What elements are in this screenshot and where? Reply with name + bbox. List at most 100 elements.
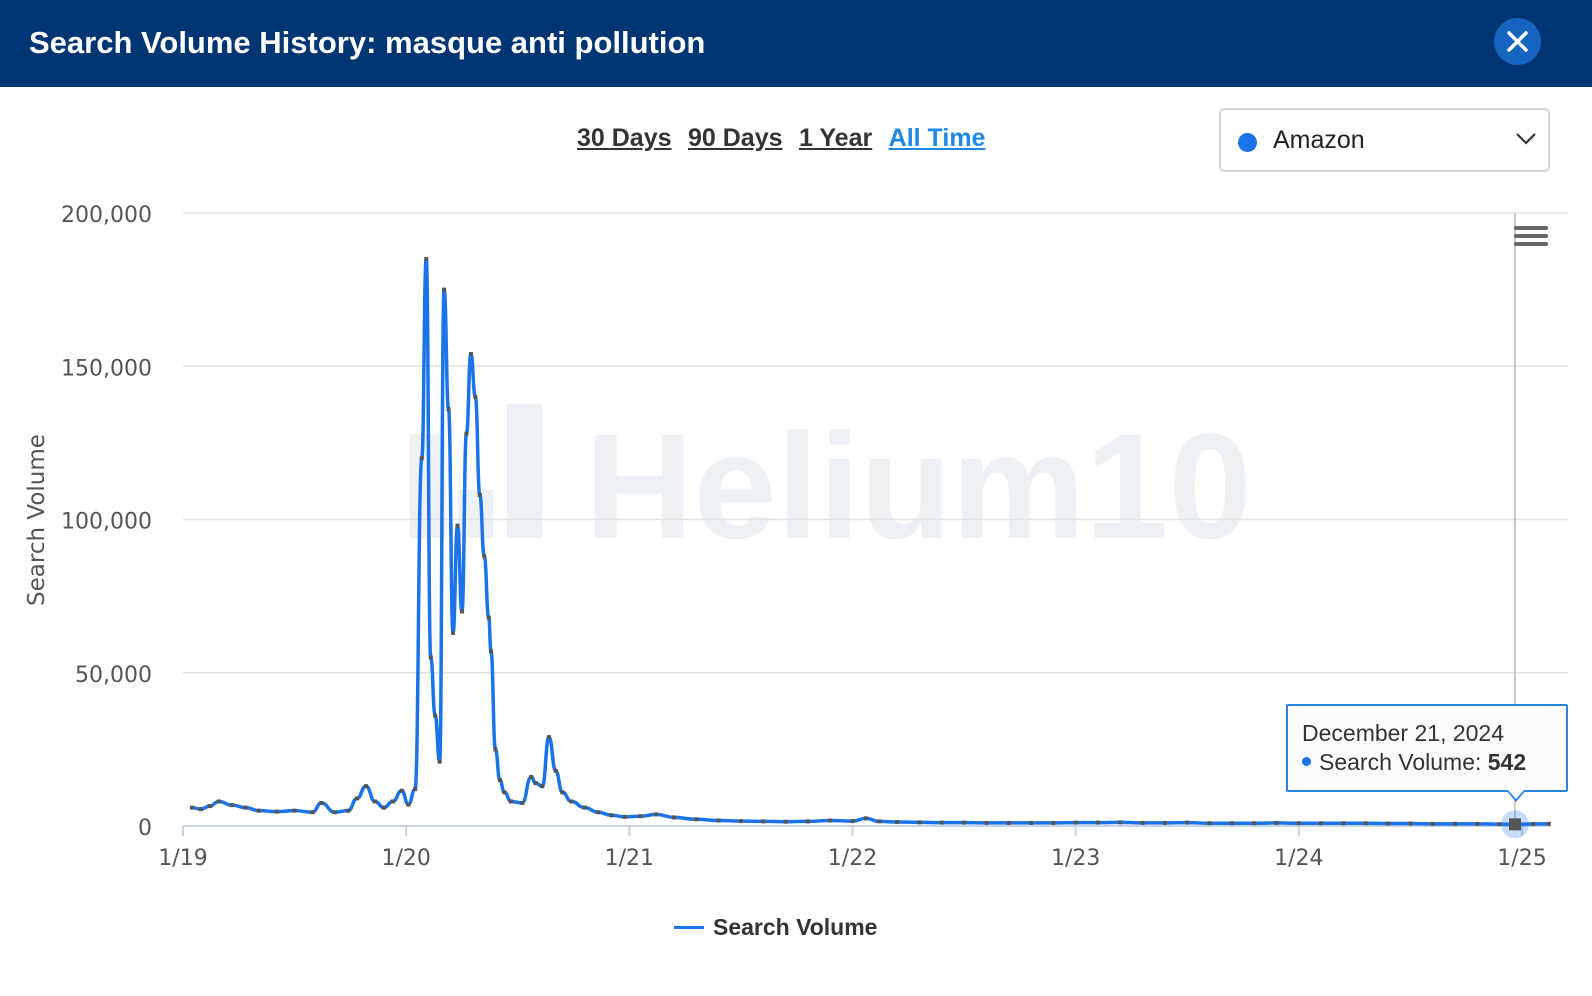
data-point [1185, 820, 1190, 825]
data-point [1229, 821, 1234, 826]
data-point [390, 799, 395, 804]
y-tick-label: 100,000 [61, 510, 152, 535]
data-point [1095, 820, 1100, 825]
watermark-logo-bar [507, 404, 542, 538]
data-point [1546, 821, 1551, 826]
modal-header: Search Volume History: masque anti pollu… [0, 0, 1592, 87]
data-point [671, 815, 676, 820]
tooltip-series-label: Search Volume: [1319, 749, 1482, 775]
data-point [1363, 821, 1368, 826]
data-point [962, 820, 967, 825]
data-point [1408, 821, 1413, 826]
data-point [372, 799, 377, 804]
data-point [256, 808, 261, 813]
data-point [486, 615, 491, 620]
data-point [533, 781, 538, 786]
range-90-days[interactable]: 90 Days [687, 124, 783, 152]
tooltip-series-dot [1302, 757, 1311, 767]
marketplace-label: Amazon [1273, 126, 1365, 154]
data-point [1319, 821, 1324, 826]
data-point [520, 801, 525, 806]
x-tick-label: 1/20 [381, 846, 430, 871]
close-button[interactable] [1494, 18, 1541, 65]
data-point [1430, 821, 1435, 826]
data-point [553, 768, 558, 773]
data-point [761, 819, 766, 824]
data-point [419, 456, 424, 461]
data-point [1051, 820, 1056, 825]
data-point [895, 820, 900, 825]
x-tick-label: 1/22 [828, 846, 877, 871]
data-point [560, 790, 565, 795]
y-tick-label: 0 [138, 816, 152, 841]
x-tick-label: 1/21 [605, 846, 654, 871]
data-point [1073, 820, 1078, 825]
data-point [464, 431, 469, 436]
data-point [437, 759, 442, 764]
data-point [198, 807, 203, 812]
data-point [355, 796, 360, 801]
tooltip-arrow-inner [1508, 790, 1524, 799]
data-point [1029, 820, 1034, 825]
data-point [1207, 821, 1212, 826]
range-30-days[interactable]: 30 Days [577, 124, 672, 152]
data-point [319, 801, 324, 806]
data-point [654, 812, 659, 817]
data-point [455, 523, 460, 528]
chart-menu-button[interactable] [1511, 222, 1551, 256]
data-point [877, 819, 882, 824]
data-point [459, 609, 464, 614]
data-point [939, 820, 944, 825]
data-point [477, 492, 482, 497]
data-point [569, 799, 574, 804]
marketplace-select[interactable]: Amazon [1219, 108, 1550, 172]
data-point [509, 799, 514, 804]
data-point [473, 394, 478, 399]
data-point [230, 803, 235, 808]
data-point [482, 554, 487, 559]
data-point [622, 814, 627, 819]
x-tick-label: 1/19 [158, 846, 207, 871]
data-point [399, 788, 404, 793]
range-all-time[interactable]: All Time [888, 124, 986, 152]
data-point [609, 813, 614, 818]
chevron-down-icon [1516, 133, 1536, 145]
series-line [191, 257, 1549, 827]
y-axis-label: Search Volume [24, 434, 50, 606]
marketplace-dot [1238, 133, 1257, 152]
data-point [363, 784, 368, 789]
data-point [738, 819, 743, 824]
data-point [1296, 821, 1301, 826]
data-point [189, 805, 194, 810]
data-point [310, 810, 315, 815]
hover-point [1509, 818, 1521, 831]
data-point [850, 819, 855, 824]
data-point [694, 817, 699, 822]
data-point [1118, 820, 1123, 825]
chart-tooltip: December 21, 2024 Search Volume: 542 [1286, 704, 1568, 792]
data-point [207, 804, 212, 809]
x-tick-label: 1/23 [1051, 846, 1100, 871]
data-point [413, 787, 418, 792]
range-1-year[interactable]: 1 Year [798, 124, 873, 152]
legend-label: Search Volume [713, 914, 878, 940]
data-point [428, 655, 433, 660]
data-point [1162, 820, 1167, 825]
data-point [451, 630, 456, 635]
tooltip-date: December 21, 2024 [1302, 720, 1505, 746]
x-tick-label: 1/24 [1274, 846, 1323, 871]
data-point [381, 805, 386, 810]
data-point [446, 407, 451, 412]
data-point [828, 818, 833, 823]
chart-legend[interactable]: Search Volume [674, 914, 877, 941]
data-point [805, 819, 810, 824]
data-point [546, 735, 551, 740]
data-point [1453, 821, 1458, 826]
data-point [1006, 820, 1011, 825]
modal-title: Search Volume History: masque anti pollu… [29, 25, 706, 60]
data-point [863, 816, 868, 821]
data-point [488, 649, 493, 654]
data-point [497, 778, 502, 783]
y-tick-label: 200,000 [61, 203, 152, 228]
data-point [433, 713, 438, 718]
